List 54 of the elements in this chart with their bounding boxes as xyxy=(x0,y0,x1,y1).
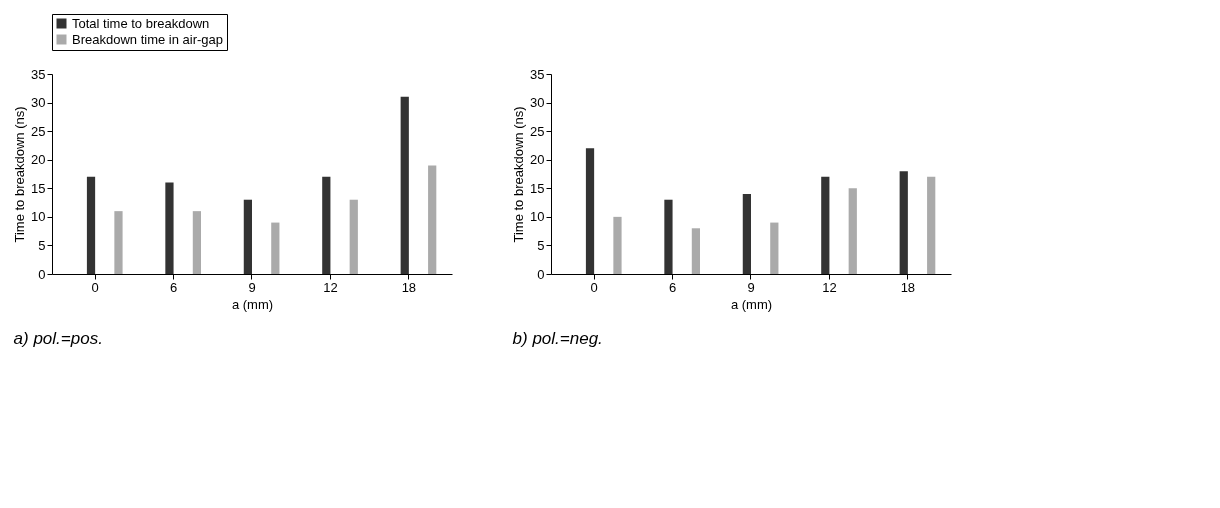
x-axis-title: a (mm) xyxy=(231,296,274,312)
y-tick-label: 10 xyxy=(530,209,545,225)
y-tick-label: 35 xyxy=(530,66,545,82)
bar xyxy=(664,199,673,274)
bar xyxy=(86,176,96,274)
bar xyxy=(271,222,280,274)
y-tick-label: 25 xyxy=(530,123,545,139)
bar xyxy=(322,176,331,274)
x-tick-label: 6 xyxy=(169,279,178,295)
legend-label: Breakdown time in air-gap xyxy=(72,31,224,47)
bar xyxy=(192,211,202,274)
bar xyxy=(899,171,908,274)
x-tick-label: 9 xyxy=(248,279,256,295)
y-tick-label: 20 xyxy=(530,152,545,168)
x-tick-label: 9 xyxy=(747,279,755,295)
y-tick-label: 35 xyxy=(31,66,46,82)
y-tick-label: 0 xyxy=(38,266,46,282)
y-tick-label: 0 xyxy=(537,266,545,282)
y-tick-label: 25 xyxy=(31,123,46,139)
x-tick-label: 18 xyxy=(900,279,916,295)
y-tick-label: 10 xyxy=(31,209,46,225)
bar xyxy=(821,176,830,274)
y-tick-label: 15 xyxy=(31,180,46,196)
y-tick-label: 5 xyxy=(537,237,545,253)
y-tick-label: 15 xyxy=(530,180,545,196)
text: b) pol.=neg. xyxy=(512,329,603,348)
x-tick-label: 12 xyxy=(822,279,837,295)
x-axis-title: a (mm) xyxy=(730,296,773,312)
x-tick-label: 0 xyxy=(91,279,99,295)
bar xyxy=(585,148,595,274)
bar xyxy=(691,228,701,274)
bar xyxy=(613,216,622,274)
bar xyxy=(848,188,857,274)
bar xyxy=(770,222,779,274)
y-axis-title: Time to breakdown (ns) xyxy=(511,106,527,243)
bar xyxy=(243,199,252,274)
x-tick-label: 0 xyxy=(590,279,598,295)
y-tick-label: 20 xyxy=(31,152,46,168)
bar xyxy=(428,165,437,274)
x-tick-label: 12 xyxy=(323,279,338,295)
bar xyxy=(742,194,751,274)
bar xyxy=(349,199,358,274)
text: a) pol.=pos. xyxy=(13,329,103,348)
bar xyxy=(165,182,174,274)
bar xyxy=(400,96,409,274)
y-tick-label: 30 xyxy=(530,95,545,111)
x-tick-label: 6 xyxy=(668,279,677,295)
y-tick-label: 30 xyxy=(31,95,46,111)
legend-label: Total time to breakdown xyxy=(72,15,210,31)
bar xyxy=(114,211,123,274)
y-axis-title: Time to breakdown (ns) xyxy=(12,106,28,243)
x-tick-label: 18 xyxy=(401,279,417,295)
bar xyxy=(927,176,936,274)
y-tick-label: 5 xyxy=(38,237,46,253)
